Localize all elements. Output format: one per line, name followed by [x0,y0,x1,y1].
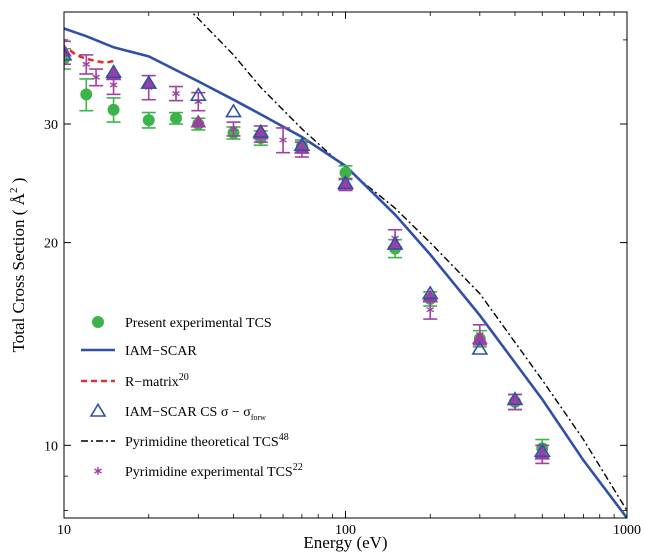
point-iam-cs [140,74,158,89]
point-filled-triangle [64,43,72,57]
legend: Present experimental TCS IAM−SCAR R−matrix… [81,316,303,480]
point-filled-triangle [337,176,354,190]
point-present [142,114,155,127]
point-present [170,112,183,125]
errorbar-present [64,47,71,70]
point-iam-cs [293,137,311,152]
point-pyrimidine-exp [109,80,118,89]
x-tick-label: 10 [57,523,71,538]
point-pyrimidine-exp [229,124,238,133]
point-iam-cs [386,235,404,250]
point-present [107,103,120,116]
x-axis-label: Energy (eV) [303,533,387,552]
legend-label-iam-cs: IAM−SCAR CS σ − σforw [125,405,266,422]
ticks-layer: 10 100 1000 10 20 30 [44,12,641,538]
point-iam-cs [421,285,439,300]
point-pyrimidine-exp [172,89,180,98]
y-tick-label: 30 [44,118,58,133]
point-iam-cs [471,340,489,355]
point-pyrimidine-exp [92,73,100,82]
legend-label-present: Present experimental TCS [125,316,272,331]
point-iam-cs [506,391,524,406]
y-axis-label-main: Total Cross Section ( [9,205,28,352]
point-iam-cs [225,103,242,118]
point-filled-triangle [140,75,157,89]
legend-label-theory: Pyrimidine theoretical TCS48 [125,432,289,450]
point-iam-cs [64,46,73,61]
legend-marker-present [92,316,104,328]
point-filled-triangle [252,126,269,140]
point-iam-cs [337,175,354,190]
y-tick-label: 20 [44,237,58,252]
y-axis-label: Total Cross Section ( Å2 ) [8,178,28,353]
legend-marker-pyrimidine-exp [94,467,102,475]
y-axis-label-unit: Å [9,192,28,205]
y-axis-label-close: ) [9,178,28,188]
legend-label-pyrimidine-exp: Pyrimidine experimental TCS22 [125,462,303,480]
legend-marker-iam-cs [89,402,107,417]
point-present [80,88,93,101]
y-axis-label-exp: 2 [8,188,20,194]
series-line-theory [190,12,627,511]
legend-label-iam-scar: IAM−SCAR [125,344,197,359]
point-iam-cs [533,443,551,458]
point-pyrimidine-exp [194,97,203,106]
legend-label-r-matrix: R−matrix20 [125,372,189,390]
series-line-iam-scar [64,27,627,518]
x-tick-label: 1000 [613,523,641,538]
point-iam-cs [105,64,122,79]
errorbar-pyrimidine-exp [64,40,71,66]
y-tick-label: 10 [44,439,58,454]
point-iam-cs [189,87,207,102]
point-filled-triangle [190,114,207,128]
series-layer [64,12,627,518]
point-pyrimidine-exp [426,305,435,314]
point-iam-cs [252,123,270,138]
x-tick-label: 100 [335,523,356,538]
point-pyrimidine-exp [279,136,287,145]
point-pyrimidine-exp [82,60,91,69]
